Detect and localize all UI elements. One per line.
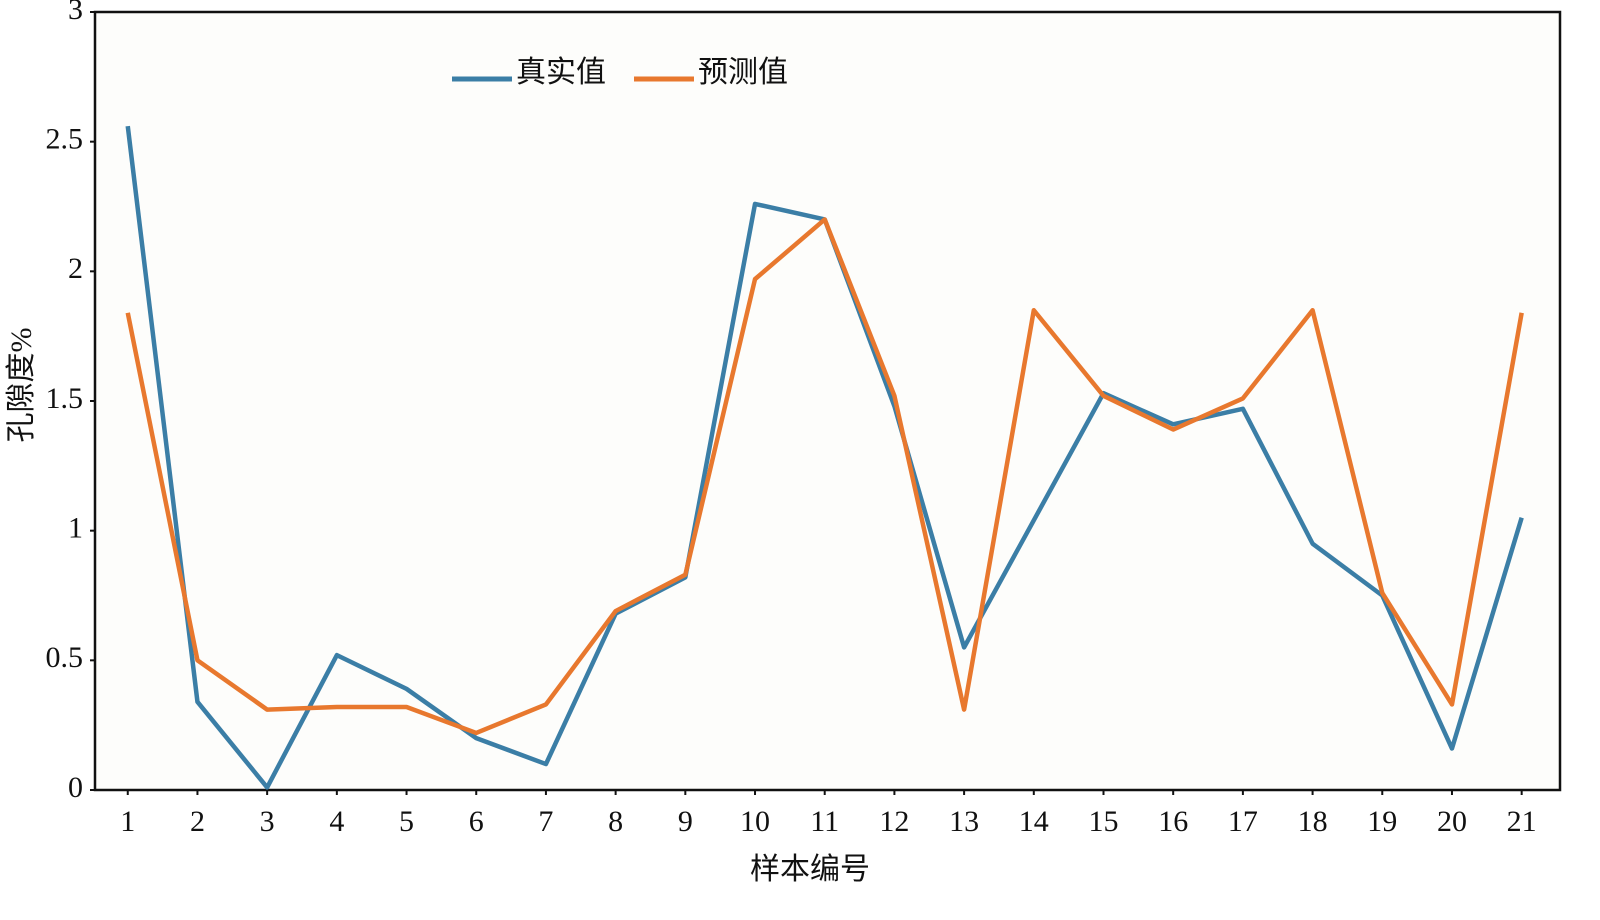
- legend-label: 真实值: [516, 56, 606, 89]
- x-tick-label: 9: [678, 805, 693, 838]
- x-tick-label: 1: [120, 805, 135, 838]
- x-tick-label: 21: [1507, 805, 1537, 838]
- x-tick-label: 11: [810, 805, 839, 838]
- x-tick-label: 7: [538, 805, 553, 838]
- x-tick-label: 6: [469, 805, 484, 838]
- x-tick-label: 10: [740, 805, 770, 838]
- x-tick-label: 16: [1158, 805, 1188, 838]
- x-tick-label: 13: [949, 805, 979, 838]
- x-tick-label: 3: [260, 805, 275, 838]
- x-tick-label: 14: [1019, 805, 1049, 838]
- y-tick-label: 2.5: [46, 123, 84, 156]
- y-tick-label: 1: [68, 512, 83, 545]
- y-axis-label: 孔隙度%: [5, 328, 38, 443]
- x-tick-label: 8: [608, 805, 623, 838]
- legend-label: 预测值: [698, 56, 788, 89]
- y-tick-label: 1.5: [46, 382, 84, 415]
- x-tick-label: 20: [1437, 805, 1467, 838]
- x-tick-label: 5: [399, 805, 414, 838]
- x-tick-label: 2: [190, 805, 205, 838]
- x-tick-label: 12: [879, 805, 909, 838]
- y-tick-label: 0: [68, 771, 83, 804]
- series-line: [125, 217, 1524, 736]
- y-tick-label: 2: [68, 252, 83, 285]
- x-tick-label: 15: [1088, 805, 1118, 838]
- x-tick-label: 4: [329, 805, 344, 838]
- x-tick-label: 18: [1298, 805, 1328, 838]
- plot-frame: [93, 10, 1562, 792]
- x-tick-label: 19: [1367, 805, 1397, 838]
- x-axis-label: 样本编号: [750, 853, 870, 886]
- x-tick-label: 17: [1228, 805, 1258, 838]
- y-tick-label: 3: [68, 0, 83, 26]
- y-tick-label: 0.5: [46, 641, 84, 674]
